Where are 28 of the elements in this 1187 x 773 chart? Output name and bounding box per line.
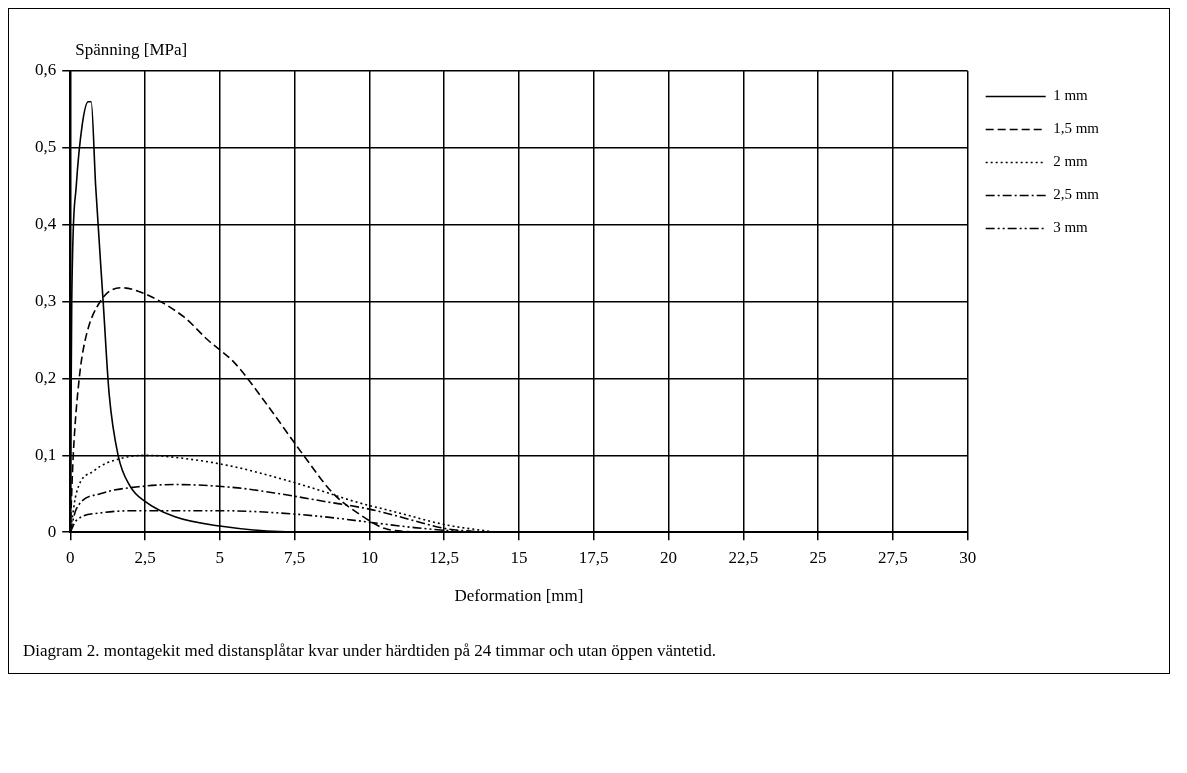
- x-tick-label: 10: [360, 547, 378, 567]
- legend-label: 3 mm: [1053, 219, 1089, 236]
- x-tick-label: 5: [215, 547, 225, 567]
- x-tick-label: 17,5: [578, 547, 609, 567]
- x-tick-label: 22,5: [728, 547, 759, 567]
- legend-label: 1,5 mm: [1053, 120, 1100, 137]
- x-tick-label: 2,5: [134, 547, 156, 567]
- legend-label: 1 mm: [1053, 87, 1089, 104]
- y-tick-label: 0,1: [35, 444, 57, 464]
- x-tick-label: 20: [660, 547, 678, 567]
- legend-label: 2,5 mm: [1053, 186, 1100, 203]
- x-tick-label: 27,5: [878, 547, 908, 567]
- y-axis-title: Spänning [MPa]: [75, 39, 188, 59]
- legend-label: 2 mm: [1053, 153, 1089, 170]
- y-tick-label: 0,2: [35, 367, 57, 387]
- y-tick-label: 0,6: [35, 60, 57, 80]
- text: Diagram 2. montagekit med distansplåtar kvar under härdtiden på 24 timmar och utan öppen väntetid.: [22, 641, 718, 661]
- x-axis-title: Deformation [mm]: [454, 586, 584, 606]
- x-tick-label: 0: [66, 547, 75, 567]
- y-tick-label: 0,3: [35, 291, 57, 311]
- x-tick-label: 30: [959, 547, 977, 567]
- x-tick-label: 25: [809, 547, 827, 567]
- y-tick-label: 0: [47, 521, 57, 541]
- y-tick-label: 0,5: [35, 137, 57, 157]
- y-tick-label: 0,4: [35, 214, 57, 234]
- x-tick-label: 7,5: [283, 547, 306, 567]
- x-tick-label: 15: [510, 547, 528, 567]
- x-tick-label: 12,5: [429, 547, 460, 567]
